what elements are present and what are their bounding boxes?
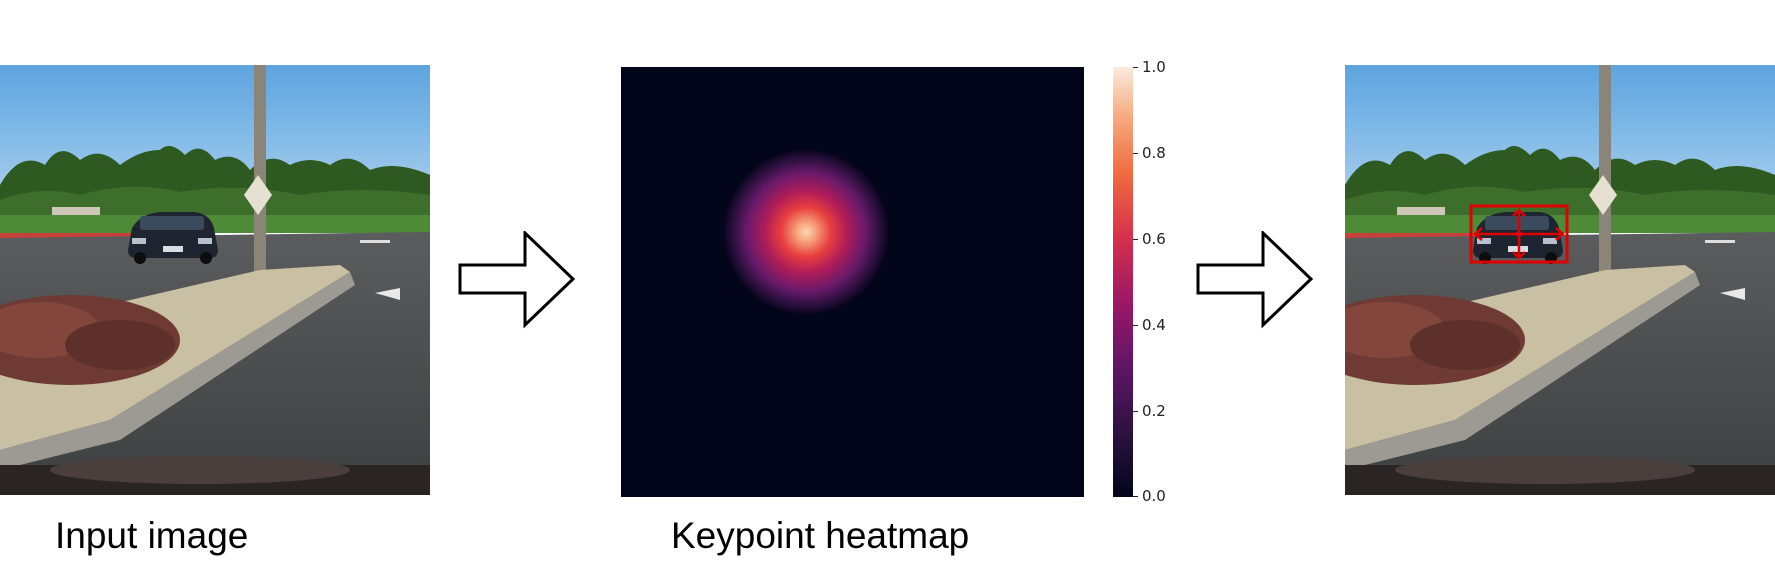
input-image-caption: Input image [55,515,249,556]
colorbar-tick-label: 0.2 [1142,402,1166,420]
colorbar-tick-label: 1.0 [1142,58,1166,76]
heatmap-caption: Keypoint heatmap [671,515,970,556]
input-image-panel [0,65,430,495]
colorbar-tick-mark [1133,239,1138,240]
colorbar-tick-mark [1133,325,1138,326]
output-image [1345,65,1775,495]
right-arrow-icon [1196,231,1314,329]
size-arrows [1473,208,1565,260]
colorbar-tick-label: 0.0 [1142,487,1166,505]
colorbar-tick-mark [1133,67,1138,68]
colorbar-tick-label: 0.6 [1142,230,1166,248]
colorbar-tick-mark [1133,411,1138,412]
detection-box [1469,204,1569,264]
colorbar-tick-label: 0.4 [1142,316,1166,334]
input-image [0,65,430,495]
colorbar [1113,67,1133,497]
output-image-panel [1345,65,1775,495]
colorbar-tick-label: 0.8 [1142,144,1166,162]
center-keypoint [1516,231,1522,237]
colorbar-tick-mark [1133,153,1138,154]
heatmap-peak [724,150,888,314]
right-arrow-icon [458,231,576,329]
colorbar-tick-mark [1133,496,1138,497]
keypoint-heatmap [621,67,1084,497]
